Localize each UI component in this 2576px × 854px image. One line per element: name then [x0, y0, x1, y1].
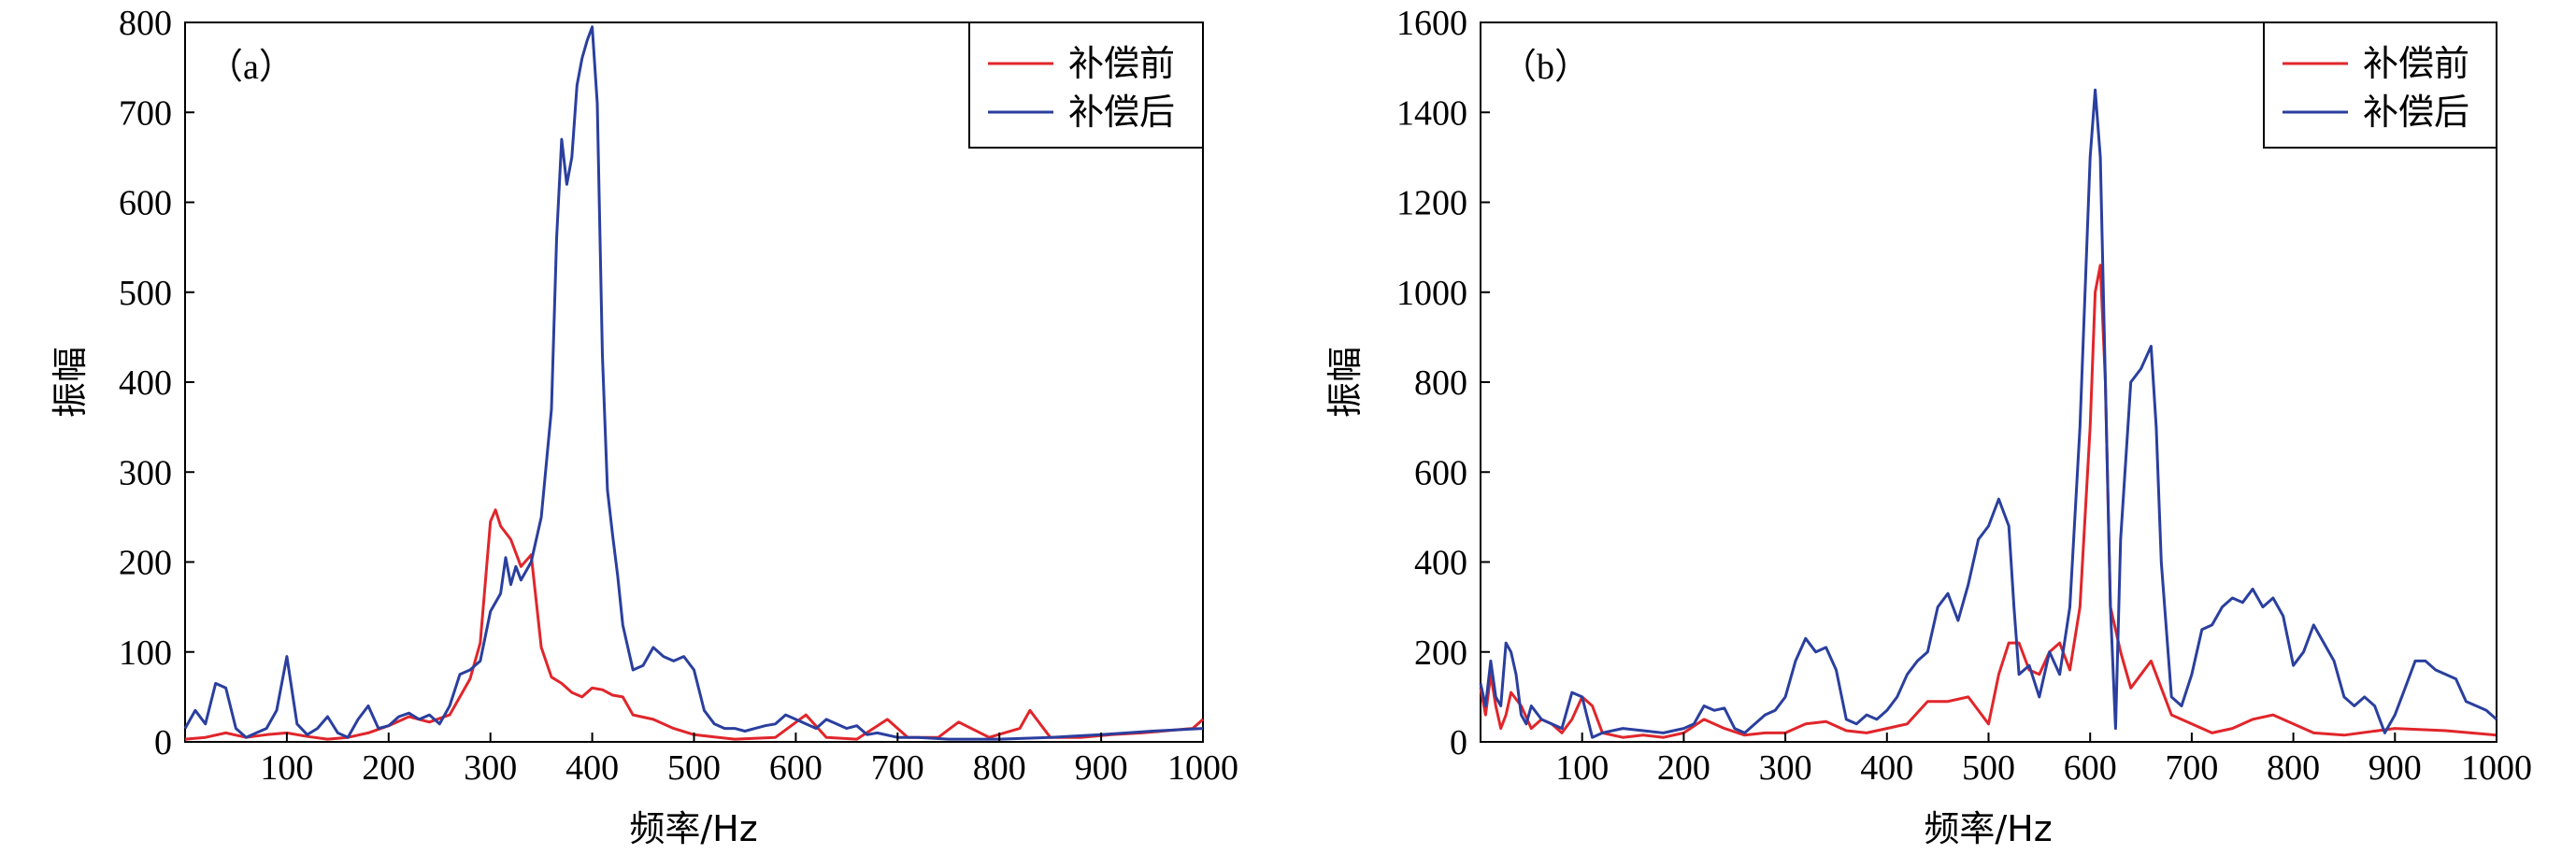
y-tick-label-b: 800 [1414, 363, 1467, 403]
y-tick-label-b: 1400 [1396, 93, 1467, 133]
x-axis-title-a: 频率/Hz [629, 808, 757, 849]
x-tick-label-b: 1000 [2461, 748, 2532, 788]
y-tick-label-b: 400 [1414, 544, 1467, 583]
y-tick-label-a: 800 [119, 4, 172, 43]
y-axis-title-a: 振幅 [50, 347, 91, 418]
y-tick-label-a: 200 [119, 544, 172, 583]
x-tick-label-b: 700 [2165, 748, 2218, 788]
y-tick-label-b: 200 [1414, 633, 1467, 673]
legend-a: 补偿前 补偿后 [968, 21, 1204, 149]
x-tick-label-a: 800 [973, 748, 1026, 788]
series-layer-b [1479, 88, 2497, 739]
series-line-a-before [184, 508, 1204, 741]
x-tick-label-b: 800 [2267, 748, 2320, 788]
y-tick-label-b: 1000 [1396, 274, 1467, 313]
x-axis-a: 100 200 300 400 500 600 700 800 900 1000 [260, 733, 1238, 788]
y-tick-label-b: 600 [1414, 453, 1467, 492]
x-tick-label-a: 400 [565, 748, 619, 788]
x-axis-title-b: 频率/Hz [1924, 808, 2052, 849]
x-tick-label-a: 600 [769, 748, 823, 788]
x-tick-label-b: 200 [1657, 748, 1710, 788]
y-tick-label-a: 300 [119, 453, 172, 492]
x-tick-label-b: 300 [1759, 748, 1812, 788]
chart-panel-b: 100 200 300 400 500 600 700 800 900 1000 0 200 400 6… [1324, 4, 2532, 849]
series-layer-a [183, 25, 1204, 741]
legend-label-b-after: 补偿后 [2363, 92, 2469, 133]
y-tick-label-b: 0 [1450, 723, 1467, 762]
y-axis-b: 0 200 400 600 800 1000 1200 1400 1600 [1396, 4, 1490, 762]
series-line-b-before [1479, 263, 2497, 739]
x-tick-label-a: 200 [362, 748, 415, 788]
x-tick-label-a: 300 [464, 748, 517, 788]
y-tick-label-a: 500 [119, 274, 172, 313]
legend-label-a-after: 补偿后 [1068, 92, 1175, 133]
y-axis-title-b: 振幅 [1324, 347, 1366, 418]
x-tick-label-a: 700 [871, 748, 924, 788]
legend-b: 补偿前 补偿后 [2263, 21, 2497, 149]
panel-label-a: （a） [208, 48, 294, 87]
legend-label-a-before: 补偿前 [1068, 43, 1175, 84]
x-tick-label-b: 500 [1962, 748, 2015, 788]
y-tick-label-a: 400 [119, 363, 172, 403]
panel-label-b: （b） [1501, 48, 1590, 87]
x-tick-label-a: 900 [1075, 748, 1128, 788]
x-tick-label-a: 500 [667, 748, 721, 788]
y-tick-label-a: 100 [119, 633, 172, 673]
x-tick-label-a: 1000 [1167, 748, 1238, 788]
y-axis-a: 0 100 200 300 400 500 600 700 800 [119, 4, 194, 762]
series-line-a-after [183, 25, 1204, 741]
x-tick-label-b: 900 [2368, 748, 2422, 788]
x-tick-label-b: 600 [2064, 748, 2117, 788]
y-tick-label-a: 600 [119, 184, 172, 223]
y-tick-label-b: 1200 [1396, 184, 1467, 223]
x-tick-label-a: 100 [260, 748, 313, 788]
legend-label-b-before: 补偿前 [2363, 43, 2469, 84]
chart-panel-a: 100 200 300 400 500 600 700 800 900 1000 0 100 200 3… [50, 4, 1238, 849]
y-tick-label-a: 700 [119, 93, 172, 133]
series-line-b-after [1479, 88, 2497, 739]
x-tick-label-b: 400 [1860, 748, 1913, 788]
y-tick-label-b: 1600 [1396, 4, 1467, 43]
legend-box-a [968, 21, 1204, 149]
x-axis-b: 100 200 300 400 500 600 700 800 900 1000 [1555, 733, 2532, 788]
y-tick-label-a: 0 [154, 723, 172, 762]
legend-box-b [2263, 21, 2497, 149]
x-tick-label-b: 100 [1555, 748, 1609, 788]
